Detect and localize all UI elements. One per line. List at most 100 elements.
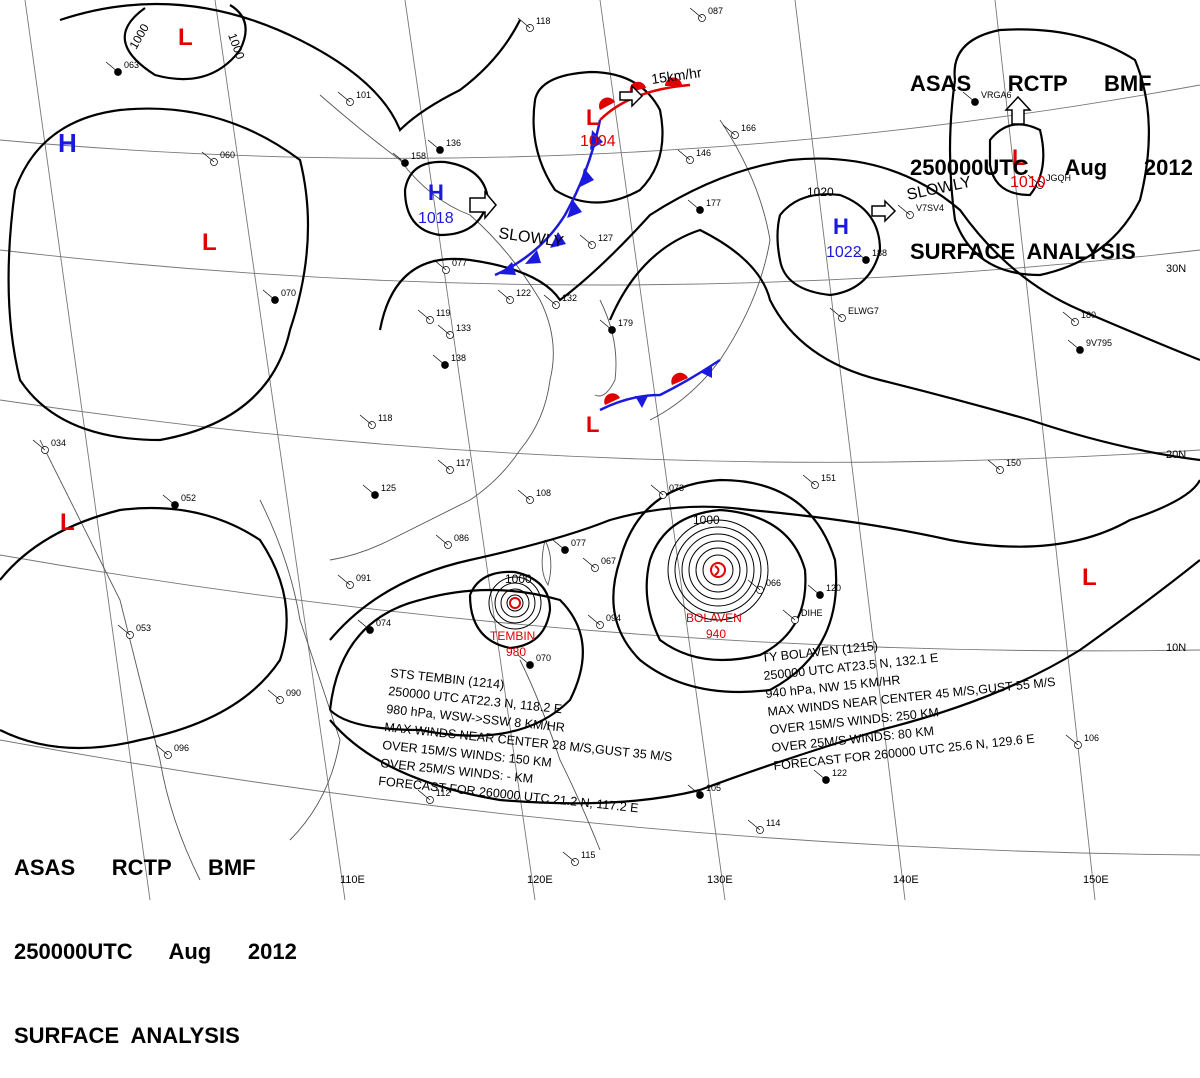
station-wind-barb — [747, 579, 761, 591]
station-wind-barb — [267, 689, 281, 701]
station-wind-barb — [1065, 734, 1079, 746]
typhoon-name: TEMBIN — [490, 629, 535, 643]
station-label: 9V795 — [1086, 338, 1112, 348]
low-center-label: L — [586, 412, 599, 437]
station-plots: 063 101 060 158 118 087 136 166 146 177 127 077 070 1… — [32, 6, 1112, 866]
station-wind-barb — [162, 494, 176, 506]
station-label: 112 — [436, 788, 450, 798]
low-center-label: L — [586, 105, 599, 130]
header-bottom-line2: 250000UTC Aug 2012 — [14, 939, 297, 964]
station-wind-barb — [117, 624, 131, 636]
latitude-labels: 30N 20N 10N — [1166, 263, 1186, 654]
isobar-south-wide — [329, 559, 1200, 805]
low-center-label: L — [60, 509, 75, 536]
low-center-value: 1010 — [1010, 174, 1046, 191]
station-label: 150 — [1006, 458, 1021, 468]
station-wind-barb — [552, 539, 566, 551]
station-label: JGQH — [1046, 173, 1071, 183]
station-label: 114 — [766, 818, 780, 828]
station-wind-barb — [587, 614, 601, 626]
cold-front — [494, 119, 603, 277]
station-wind-barb — [689, 7, 703, 19]
station-wind-barb — [782, 609, 796, 621]
station-wind-barb — [802, 474, 816, 486]
station-label: 105 — [706, 783, 721, 793]
typhoon-pressure: 980 — [506, 645, 526, 659]
station-wind-barb — [359, 414, 373, 426]
station-label: 180 — [1081, 310, 1096, 320]
pressure-centers: H H 1018 H 1022 L L L 1004 L 1010 L L L — [58, 24, 1097, 591]
station-label: 108 — [536, 488, 551, 498]
header-top: ASAS RCTP BMF 250000UTC Aug 2012 SURFACE… — [910, 14, 1193, 294]
isobar-label: 1000 — [505, 572, 532, 586]
station-wind-barb — [201, 151, 215, 163]
arrow-up-1010 — [1004, 95, 1032, 125]
coast-japan — [649, 119, 771, 421]
coast-china — [319, 94, 554, 561]
coastlines — [39, 94, 771, 881]
station-label: 091 — [356, 573, 371, 583]
station-label: 177 — [706, 198, 721, 208]
station-label: 073 — [669, 483, 684, 493]
station-label: 087 — [708, 6, 723, 16]
lat-line-30n — [0, 249, 1200, 286]
high-center-label: H — [833, 214, 849, 239]
lon-line-110e — [214, 0, 346, 900]
station-label: 066 — [766, 578, 781, 588]
station-label: 086 — [454, 533, 469, 543]
lon-label: 150E — [1083, 874, 1109, 886]
station-wind-barb — [599, 319, 613, 331]
station-label: V7SV4 — [916, 203, 944, 213]
station-label: 060 — [220, 150, 235, 160]
station-wind-barb — [262, 289, 276, 301]
station-wind-barb — [32, 439, 46, 451]
lon-label: 130E — [707, 874, 733, 886]
isobar-upper — [59, 2, 521, 132]
station-label: 067 — [601, 556, 616, 566]
isobar-label: 1000 — [693, 513, 720, 527]
station-label: 077 — [571, 538, 586, 548]
station-label: 053 — [136, 623, 151, 633]
isobar-tembin-outer — [328, 588, 584, 737]
station-wind-barb — [427, 139, 441, 151]
station-wind-barb — [829, 307, 843, 319]
station-wind-barb — [435, 534, 449, 546]
station-label: ELWG7 — [848, 306, 879, 316]
typhoon-symbols — [509, 562, 726, 609]
station-label: 118 — [536, 16, 550, 26]
lat-line-0 — [0, 739, 1200, 856]
low-center-label: L — [1012, 145, 1025, 170]
station-label: 120 — [826, 583, 841, 593]
station-wind-barb — [497, 289, 511, 301]
station-label: 146 — [696, 148, 711, 158]
low-center-label: L — [1082, 564, 1097, 591]
coast-indochina — [259, 499, 341, 841]
station-label: 179 — [618, 318, 633, 328]
station-wind-barb — [897, 204, 911, 216]
station-wind-barb — [677, 149, 691, 161]
isobar-ring-1004 — [532, 70, 664, 204]
low-center-value: 1004 — [580, 133, 616, 150]
station-wind-barb — [337, 91, 351, 103]
station-wind-barb — [813, 769, 827, 781]
tembin-center-icon — [509, 597, 521, 609]
station-label: 094 — [606, 613, 621, 623]
station-label: 138 — [451, 353, 466, 363]
station-wind-barb — [437, 324, 451, 336]
header-bottom-line1: ASAS RCTP BMF — [14, 855, 256, 880]
station-label: 070 — [281, 288, 296, 298]
lon-line-120e — [404, 0, 536, 900]
station-label: 158 — [411, 151, 426, 161]
station-label: 119 — [436, 308, 450, 318]
station-wind-barb — [417, 309, 431, 321]
low-center-label: L — [202, 229, 217, 256]
station-label: 074 — [376, 618, 391, 628]
station-label: VRGA6 — [981, 90, 1012, 100]
station-wind-barb — [687, 199, 701, 211]
lon-label: 140E — [893, 874, 919, 886]
high-center-label: H — [428, 180, 444, 205]
station-wind-barb — [432, 354, 446, 366]
typhoon-bolaven-rings — [667, 519, 769, 621]
station-wind-barb — [962, 91, 976, 103]
station-wind-barb — [337, 574, 351, 586]
